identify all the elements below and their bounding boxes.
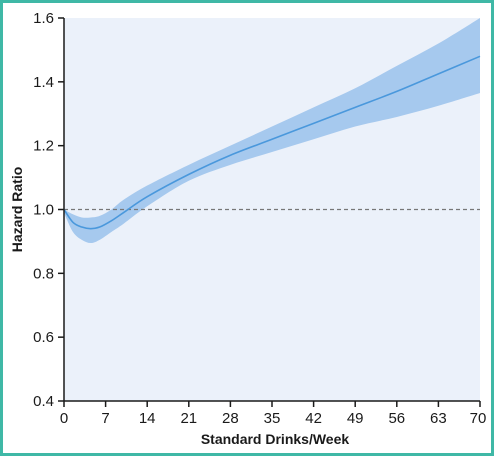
x-tick-label: 0 bbox=[60, 410, 68, 427]
x-tick-label: 63 bbox=[430, 410, 447, 427]
x-tick-label: 56 bbox=[388, 410, 405, 427]
x-tick-label: 49 bbox=[347, 410, 364, 427]
y-tick-label: 0.8 bbox=[33, 265, 54, 282]
y-tick-label: 0.6 bbox=[33, 329, 54, 346]
y-tick-label: 1.2 bbox=[33, 138, 54, 155]
x-tick-label: 21 bbox=[180, 410, 197, 427]
y-tick-label: 1.4 bbox=[33, 74, 54, 91]
x-axis-title: Standard Drinks/Week bbox=[201, 431, 350, 447]
y-axis-title: Hazard Ratio bbox=[9, 167, 25, 253]
x-tick-label: 14 bbox=[139, 410, 156, 427]
x-axis-ticks: 0 7 14 21 28 35 42 49 56 63 70 bbox=[60, 401, 487, 427]
x-tick-label: 28 bbox=[222, 410, 239, 427]
x-tick-label: 35 bbox=[264, 410, 281, 427]
y-tick-label: 1.6 bbox=[33, 10, 54, 27]
x-tick-label: 70 bbox=[470, 410, 487, 427]
confidence-band bbox=[64, 18, 480, 244]
y-tick-label: 0.4 bbox=[33, 393, 54, 410]
series-line bbox=[63, 55, 481, 230]
x-tick-label: 42 bbox=[305, 410, 322, 427]
x-tick-label: 7 bbox=[101, 410, 109, 427]
y-axis-ticks: 0.4 0.6 0.8 1.0 1.2 1.4 1.6 bbox=[33, 10, 64, 410]
y-tick-label: 1.0 bbox=[33, 202, 54, 219]
